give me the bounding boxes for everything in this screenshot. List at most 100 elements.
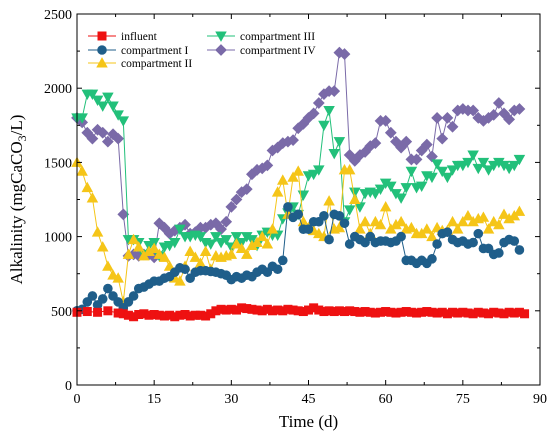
data-point-compartment-ii <box>230 238 243 249</box>
data-point-compartment-i <box>87 291 98 301</box>
data-point-compartment-iii <box>333 137 346 148</box>
data-point-compartment-iv <box>487 109 500 121</box>
data-point-compartment-i <box>180 264 190 275</box>
legend-marker-compartment-ii <box>96 57 108 68</box>
x-tick-label: 90 <box>533 392 547 407</box>
data-point-compartment-iii <box>102 92 114 103</box>
data-point-compartment-ii <box>271 186 284 197</box>
data-point-compartment-iv <box>328 85 341 98</box>
data-point-compartment-iv <box>436 132 449 145</box>
data-point-compartment-ii <box>421 223 433 234</box>
data-point-compartment-ii <box>127 233 140 245</box>
y-axis-label-tail: /L) <box>7 115 26 136</box>
data-point-compartment-ii <box>256 230 268 242</box>
data-point-compartment-iii <box>107 101 119 112</box>
data-point-compartment-i <box>319 211 329 221</box>
data-point-compartment-iii <box>112 110 124 121</box>
legend-text-compartment-i: compartment I <box>121 45 189 57</box>
legend-item-compartment-i: compartment I <box>88 45 189 57</box>
legend-marker-influent <box>97 31 107 41</box>
data-point-compartment-ii <box>349 193 361 204</box>
data-point-compartment-i <box>293 209 304 220</box>
data-point-compartment-iii <box>513 154 526 166</box>
legend-marker-shape <box>215 31 227 42</box>
data-point-influent <box>93 307 103 317</box>
data-point-compartment-i <box>303 224 314 234</box>
legend-text-compartment-iv: compartment IV <box>240 45 316 57</box>
series-compartment-i <box>72 202 525 316</box>
data-point-compartment-iv <box>112 132 125 145</box>
y-tick-label: 2000 <box>44 82 72 97</box>
data-point-compartment-i <box>334 211 345 221</box>
y-tick-label: 1000 <box>44 231 72 246</box>
data-point-compartment-ii <box>86 192 99 203</box>
data-point-compartment-i <box>442 227 453 237</box>
data-point-compartment-i <box>396 231 406 242</box>
data-point-compartment-ii <box>76 165 88 176</box>
data-point-compartment-i <box>272 264 283 275</box>
data-point-compartment-ii <box>446 215 459 227</box>
data-point-compartment-ii <box>354 223 366 234</box>
y-tick-label: 2500 <box>44 8 72 23</box>
data-point-compartment-iv <box>101 135 114 148</box>
x-tick-label: 15 <box>147 392 161 407</box>
data-point-compartment-ii <box>395 215 407 227</box>
data-point-compartment-iv <box>441 111 454 124</box>
data-point-compartment-ii <box>493 218 505 230</box>
data-point-compartment-ii <box>132 241 145 252</box>
data-point-compartment-iv <box>426 150 438 163</box>
data-point-compartment-ii <box>477 211 490 222</box>
legend-marker-compartment-iv <box>215 44 227 56</box>
data-point-compartment-iii <box>328 148 340 160</box>
data-point-compartment-iii <box>400 183 413 194</box>
data-point-compartment-iv <box>338 48 351 60</box>
data-point-compartment-i <box>283 202 293 212</box>
data-point-compartment-iv <box>513 103 526 115</box>
data-point-compartment-ii <box>122 248 135 259</box>
data-point-compartment-ii <box>498 208 510 219</box>
data-point-compartment-i <box>432 239 442 249</box>
data-point-compartment-iii <box>318 120 330 132</box>
x-tick-label: 60 <box>379 392 393 407</box>
legend-marker-shape <box>97 45 107 55</box>
data-point-compartment-i <box>97 294 108 304</box>
data-point-compartment-ii <box>323 195 335 206</box>
data-point-compartment-iii <box>467 150 479 161</box>
data-point-compartment-ii <box>457 215 469 227</box>
data-point-compartment-iii <box>174 224 186 236</box>
y-axis-label-subscript: 3 <box>15 135 29 141</box>
data-point-compartment-i <box>514 245 525 255</box>
series-layer <box>71 46 530 322</box>
data-point-compartment-iii <box>349 187 361 198</box>
data-point-compartment-iii <box>91 95 104 106</box>
data-point-compartment-iii <box>436 166 449 178</box>
data-point-compartment-iii <box>441 172 454 184</box>
legend-marker-compartment-i <box>97 45 107 55</box>
data-point-compartment-iii <box>426 172 438 184</box>
data-point-compartment-ii <box>112 272 124 283</box>
data-point-compartment-iii <box>230 232 243 243</box>
data-point-compartment-i <box>344 239 355 249</box>
data-point-compartment-i <box>427 254 437 264</box>
data-point-compartment-i <box>103 283 113 294</box>
data-point-influent <box>82 307 92 317</box>
series-influent <box>72 303 530 322</box>
data-point-compartment-ii <box>287 171 299 182</box>
data-point-compartment-ii <box>343 163 356 175</box>
data-point-compartment-i <box>128 291 139 301</box>
data-point-compartment-i <box>473 228 484 239</box>
data-point-compartment-i <box>339 218 350 229</box>
y-axis-label-main: Alkalinity (mgCaCO <box>7 141 26 284</box>
data-point-compartment-iii <box>117 116 130 127</box>
data-point-compartment-ii <box>261 238 274 249</box>
data-point-compartment-ii <box>374 218 387 230</box>
data-point-compartment-ii <box>184 245 196 256</box>
legend-item-influent: influent <box>88 31 158 43</box>
legend-text-compartment-iii: compartment III <box>240 31 315 43</box>
data-point-compartment-iii <box>96 101 109 112</box>
data-point-compartment-i <box>494 248 504 258</box>
data-point-compartment-iv <box>410 153 423 166</box>
data-point-compartment-iii <box>462 157 474 169</box>
data-point-compartment-iii <box>395 193 407 204</box>
data-point-compartment-iii <box>472 163 485 175</box>
